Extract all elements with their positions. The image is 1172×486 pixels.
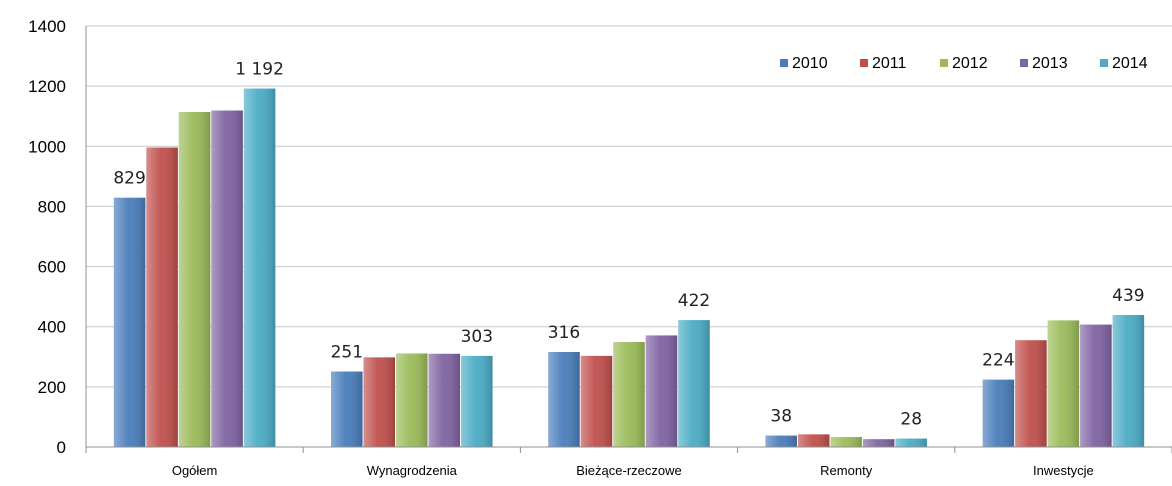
data-label: 251 xyxy=(331,343,363,363)
data-label: 224 xyxy=(982,351,1014,371)
x-tick-label: Remonty xyxy=(820,463,873,478)
bar xyxy=(1080,324,1112,447)
bar xyxy=(982,379,1015,447)
data-label: 1 192 xyxy=(235,60,284,80)
y-tick-label: 200 xyxy=(38,378,66,397)
legend-item: 2014 xyxy=(1100,55,1148,72)
bar xyxy=(146,147,178,447)
bar xyxy=(211,110,243,447)
bar xyxy=(645,335,678,447)
data-labels: 829 1 192 251 303 316 422 38 28 224 439 xyxy=(113,60,1144,430)
legend-item: 2012 xyxy=(940,55,988,72)
data-label: 38 xyxy=(770,407,792,427)
data-label: 28 xyxy=(900,410,922,430)
x-axis: Ogółem Wynagrodzenia Bieżące-rzeczowe Remon… xyxy=(85,446,1172,478)
legend-label: 2012 xyxy=(952,55,988,72)
data-label: 316 xyxy=(548,323,580,343)
y-tick-label: 400 xyxy=(38,318,66,337)
data-label: 303 xyxy=(461,327,493,347)
bar xyxy=(613,342,645,447)
bar xyxy=(396,353,428,447)
data-label: 829 xyxy=(113,169,145,189)
bar xyxy=(243,88,276,447)
bar xyxy=(580,355,613,447)
bar xyxy=(862,439,895,447)
y-tick-label: 1000 xyxy=(28,137,66,156)
legend-label: 2013 xyxy=(1032,55,1068,72)
bar xyxy=(895,438,927,447)
bar xyxy=(363,357,396,447)
legend-swatch xyxy=(1020,59,1028,67)
x-tick-label: Wynagrodzenia xyxy=(367,463,458,478)
legend-swatch xyxy=(1100,59,1108,67)
x-tick-label: Ogółem xyxy=(172,463,218,478)
legend-label: 2010 xyxy=(792,55,828,72)
legend-swatch xyxy=(780,59,788,67)
y-tick-label: 0 xyxy=(57,438,66,457)
bars xyxy=(113,88,1145,448)
legend-swatch xyxy=(860,59,868,67)
legend-label: 2014 xyxy=(1112,55,1148,72)
y-axis: 0 200 400 600 800 1000 1200 1400 xyxy=(28,17,87,457)
bar xyxy=(178,112,211,448)
y-tick-label: 800 xyxy=(38,197,66,216)
y-tick-label: 1200 xyxy=(28,77,66,96)
legend-item: 2011 xyxy=(860,55,907,72)
bar xyxy=(830,437,862,447)
legend: 2010 2011 2012 2013 2014 xyxy=(780,55,1148,72)
y-tick-label: 1400 xyxy=(28,17,66,36)
legend-item: 2010 xyxy=(780,55,828,72)
bar xyxy=(461,355,493,447)
bar xyxy=(678,320,710,447)
legend-item: 2013 xyxy=(1020,55,1068,72)
legend-swatch xyxy=(940,59,948,67)
y-tick-label: 600 xyxy=(38,258,66,277)
x-tick-label: Bieżące-rzeczowe xyxy=(576,463,682,478)
bar xyxy=(113,197,146,447)
bar xyxy=(765,435,797,447)
x-tick-label: Inwestycje xyxy=(1033,463,1094,478)
bar xyxy=(331,371,363,447)
bar xyxy=(428,353,461,447)
legend-label: 2011 xyxy=(872,55,907,72)
bar xyxy=(1047,320,1080,447)
bar xyxy=(797,434,830,447)
bar xyxy=(548,351,580,447)
bar xyxy=(1112,314,1145,447)
data-label: 422 xyxy=(678,291,710,311)
bar xyxy=(1015,340,1047,447)
data-label: 439 xyxy=(1112,286,1144,306)
